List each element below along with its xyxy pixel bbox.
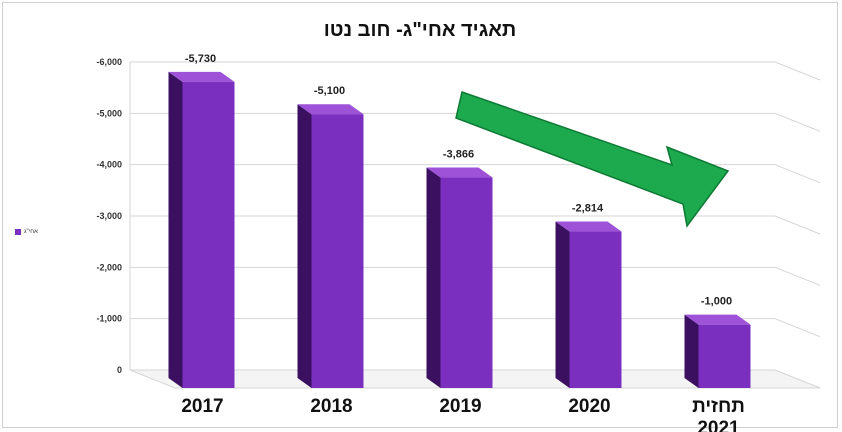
chart-frame: תאגיד אחי"ג- חוב נטו אחי"ג [2,2,838,428]
gridline-depth [774,61,821,81]
gridline-depth [774,164,821,184]
trend-arrow [455,91,730,228]
bar-top [426,167,493,178]
bar-top [168,71,235,82]
data-label: -3,866 [443,149,474,161]
y-tick-label: -6,000 [96,57,122,67]
bar-side [168,71,183,389]
bar-side [297,104,312,388]
legend-swatch [15,229,21,235]
y-tick-label: 0 [117,365,122,375]
bar-side [426,167,441,388]
bar [440,177,493,388]
gridline-depth [774,215,821,235]
data-label: -1,000 [701,296,732,308]
y-tick-label: -2,000 [96,262,122,272]
data-label: -5,100 [314,85,345,97]
bar-side [684,314,699,388]
bar-top [297,104,364,115]
x-category-label: תחזית 2021 [692,396,745,432]
y-tick-label: -5,000 [96,108,122,118]
legend: אחי"ג [15,229,38,235]
gridline-depth [774,112,821,132]
x-category-label: 2017 [181,396,223,417]
data-label: -2,814 [572,203,604,215]
chart-title: תאגיד אחי"ג- חוב נטו [323,19,517,41]
gridline-depth [774,318,821,338]
legend-label: אחי"ג [24,229,38,235]
data-label: -5,730 [185,53,216,65]
x-category-label: 2020 [568,396,610,417]
y-tick-label: -4,000 [96,160,122,170]
x-category-label: 2018 [310,396,352,417]
bar-top [555,221,622,232]
y-tick-label: -3,000 [96,211,122,221]
bar [311,114,364,388]
x-category-label: 2019 [439,396,481,417]
y-tick-label: -1,000 [96,314,122,324]
bar [569,231,622,388]
gridline-depth [774,266,821,286]
bar [698,324,751,388]
bar [182,81,235,389]
bar-side [555,221,570,388]
bar-top [684,314,751,325]
